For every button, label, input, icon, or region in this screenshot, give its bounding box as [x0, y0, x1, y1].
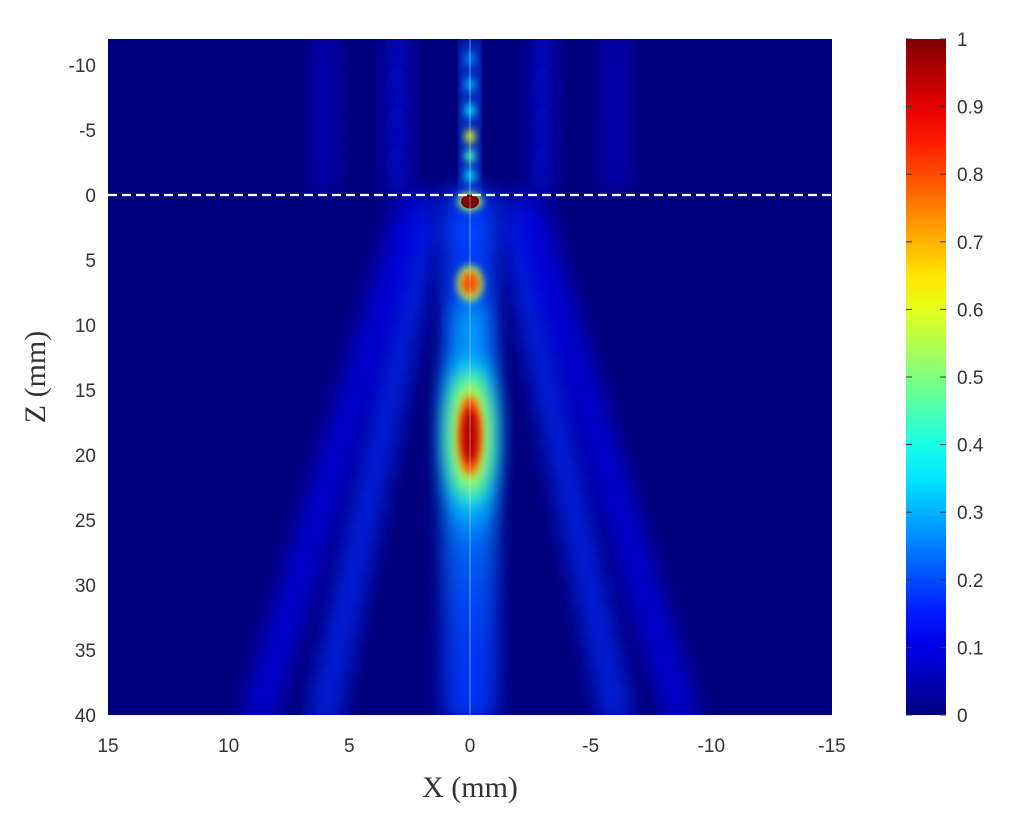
x-axis-ticks: 15 10 5 0 -5 -10 -15	[97, 736, 845, 757]
y-tick-label: 40	[75, 706, 96, 727]
x-tick-label: 0	[465, 736, 476, 757]
y-tick-label: 30	[75, 576, 96, 597]
intensity-blob	[308, 678, 341, 715]
y-tick-label: -10	[69, 56, 96, 77]
y-axis-ticks: -10 -5 0 5 10 15 20 25 30 35 40	[69, 56, 96, 727]
intensity-blob	[530, 143, 555, 195]
x-tick-label: -15	[818, 736, 845, 757]
intensity-blob	[244, 678, 277, 715]
y-tick-label: 15	[75, 381, 96, 402]
intensity-blob	[602, 143, 627, 195]
intensity-blob	[313, 65, 338, 117]
heatmap-field	[244, 39, 696, 715]
x-tick-label: 10	[218, 736, 239, 757]
y-tick-label: 5	[85, 251, 96, 272]
intensity-blob	[602, 104, 627, 156]
y-tick-label: 0	[85, 186, 96, 207]
intensity-blob	[313, 143, 338, 195]
intensity-blob	[313, 39, 338, 78]
colorbar-tick-label: 0.3	[957, 503, 983, 524]
colorbar-tick-label: 0.5	[957, 368, 983, 389]
intensity-blob	[530, 65, 555, 117]
intensity-blob	[599, 678, 632, 715]
y-tick-label: -5	[79, 121, 96, 142]
intensity-blob	[385, 143, 410, 195]
colorbar-tick-label: 1	[957, 30, 968, 51]
x-tick-label: -10	[698, 736, 725, 757]
y-tick-label: 25	[75, 511, 96, 532]
intensity-blob	[385, 39, 410, 78]
y-tick-label: 20	[75, 446, 96, 467]
x-axis-title: X (mm)	[422, 771, 518, 804]
x-tick-label: -5	[582, 736, 599, 757]
colorbar-tick-label: 0.4	[957, 436, 984, 457]
x-tick-label: 15	[97, 736, 118, 757]
colorbar-tick-label: 0.2	[957, 571, 983, 592]
plot-area	[108, 39, 832, 715]
intensity-blob	[530, 104, 555, 156]
intensity-blob	[602, 65, 627, 117]
y-tick-label: 10	[75, 316, 96, 337]
y-axis-title: Z (mm)	[19, 331, 52, 423]
colorbar-tick-label: 0.6	[957, 300, 983, 321]
intensity-blob	[385, 65, 410, 117]
intensity-blob	[385, 104, 410, 156]
colorbar-tick-label: 0.8	[957, 165, 983, 186]
intensity-blob	[530, 39, 555, 78]
intensity-blob	[313, 104, 338, 156]
colorbar-tick-label: 0.7	[957, 233, 983, 254]
colorbar-tick-label: 0.9	[957, 98, 983, 119]
colorbar	[906, 39, 946, 715]
colorbar-tick-label: 0	[957, 706, 968, 727]
colorbar-ticks: 0 0.1 0.2 0.3 0.4 0.5 0.6 0.7 0.8 0.9 1	[906, 30, 984, 727]
x-tick-label: 5	[344, 736, 355, 757]
intensity-blob	[602, 39, 627, 78]
colorbar-tick-label: 0.1	[957, 638, 983, 659]
intensity-blob	[663, 678, 696, 715]
y-tick-label: 35	[75, 641, 96, 662]
